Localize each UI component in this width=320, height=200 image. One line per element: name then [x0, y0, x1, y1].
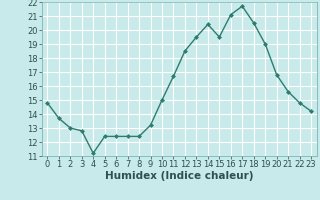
X-axis label: Humidex (Indice chaleur): Humidex (Indice chaleur): [105, 171, 253, 181]
